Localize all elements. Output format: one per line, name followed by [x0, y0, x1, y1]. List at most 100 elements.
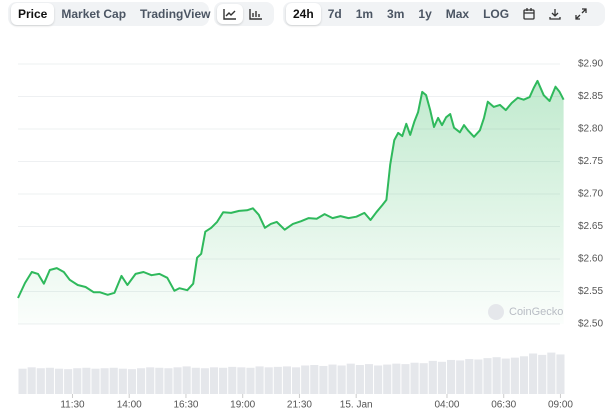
volume-bar [510, 357, 519, 394]
y-tick-label: $2.70 [578, 189, 603, 200]
volume-bar [45, 367, 54, 394]
volume-bar [146, 367, 155, 394]
volume-bar [73, 368, 82, 394]
download-icon[interactable] [542, 4, 568, 24]
watermark: CoinGecko [488, 304, 563, 320]
volume-bar [191, 367, 200, 394]
x-tick-label: 11:30 [60, 400, 85, 410]
volume-bar [319, 365, 328, 394]
volume-bar [100, 368, 109, 394]
volume-bar [474, 359, 483, 394]
view-tabs: Price Market Cap TradingView [8, 2, 211, 26]
volume-bar [264, 367, 273, 394]
volume-bar [392, 363, 401, 394]
volume-bar [64, 369, 73, 394]
volume-bar [27, 367, 36, 394]
icon [249, 9, 262, 20]
y-tick-label: $2.50 [578, 319, 603, 330]
range[interactable]: 1m [355, 7, 374, 21]
range[interactable]: 1y [418, 7, 432, 21]
range[interactable]: 3m [387, 7, 405, 21]
volume-bar [410, 362, 419, 394]
volume-bar [556, 354, 565, 394]
volume-bar [237, 367, 246, 394]
expand-icon[interactable] [568, 4, 594, 24]
volume-bar [246, 367, 255, 394]
line-icon[interactable] [217, 4, 243, 24]
volume-bar [36, 368, 45, 394]
volume-bar [456, 360, 465, 394]
volume-bar [82, 367, 91, 394]
volume-bar [355, 365, 364, 394]
icon [575, 8, 587, 20]
volume-bar [118, 368, 127, 394]
volume-bar [437, 361, 446, 394]
y-tick-label: $2.85 [578, 91, 603, 102]
volume-bar [219, 367, 228, 394]
y-tick-label: $2.60 [578, 254, 603, 265]
range[interactable]: Max [445, 7, 470, 21]
volume-bar [501, 358, 510, 394]
volume-bar [127, 369, 137, 394]
range-tabs: 24h 7d 1m 3m 1y Max LOG [283, 2, 605, 26]
volume-bar [155, 367, 164, 394]
x-tick-label: 06:30 [491, 400, 516, 410]
x-tick-label: 21:30 [287, 400, 312, 410]
volume-bar [18, 368, 27, 394]
y-tick-label: $2.90 [578, 59, 603, 70]
volume-bar [519, 356, 529, 394]
x-tick-label: 19:00 [230, 400, 255, 410]
volume-bar [91, 368, 100, 394]
volume-bar [310, 365, 319, 394]
volume-bar [465, 359, 474, 394]
range[interactable]: 24h [286, 3, 321, 25]
x-tick-label: 09:00 [548, 400, 573, 410]
volume-bar [364, 364, 374, 394]
chart-style [214, 2, 274, 26]
volume-bar [492, 357, 501, 394]
x-tick-label: 14:00 [117, 400, 142, 410]
y-tick-label: $2.65 [578, 221, 603, 232]
tab[interactable]: TradingView [140, 7, 211, 21]
y-tick-label: $2.75 [578, 156, 603, 167]
y-tick-label: $2.55 [578, 286, 603, 297]
tab[interactable]: Price [11, 3, 55, 25]
volume-bar [282, 366, 291, 394]
volume-bar [337, 365, 346, 394]
tab[interactable]: Market Cap [61, 7, 127, 21]
bar-icon[interactable] [243, 4, 269, 24]
volume-bar [419, 363, 428, 394]
volume-bar [428, 360, 437, 394]
volume-bar [54, 368, 64, 394]
volume-bar [301, 365, 310, 394]
price-line [17, 79, 565, 299]
calendar-icon[interactable] [516, 4, 542, 24]
volume-bar [529, 353, 538, 394]
volume-bar [137, 368, 146, 394]
volume-bar [209, 367, 219, 394]
volume-bar [547, 352, 556, 394]
x-tick-label: 15. Jan [340, 400, 373, 410]
volume-bar [538, 354, 547, 394]
range[interactable]: LOG [483, 7, 510, 21]
volume-bar [173, 367, 182, 394]
icon [223, 9, 236, 20]
icon [549, 9, 561, 20]
volume-bar [200, 368, 209, 394]
volume-bar [273, 366, 282, 394]
volume-bar [328, 364, 337, 394]
watermark-text: CoinGecko [509, 306, 563, 318]
volume-bar [182, 366, 191, 394]
volume-bar [483, 358, 492, 394]
volume-bar [228, 366, 237, 394]
volume-bar [383, 364, 392, 394]
icon [523, 8, 535, 20]
volume-bar [374, 365, 383, 394]
price-area [18, 80, 564, 325]
x-tick-label: 16:30 [173, 400, 198, 410]
volume-bar [446, 359, 456, 394]
y-tick-label: $2.80 [578, 124, 603, 135]
range[interactable]: 7d [327, 7, 342, 21]
